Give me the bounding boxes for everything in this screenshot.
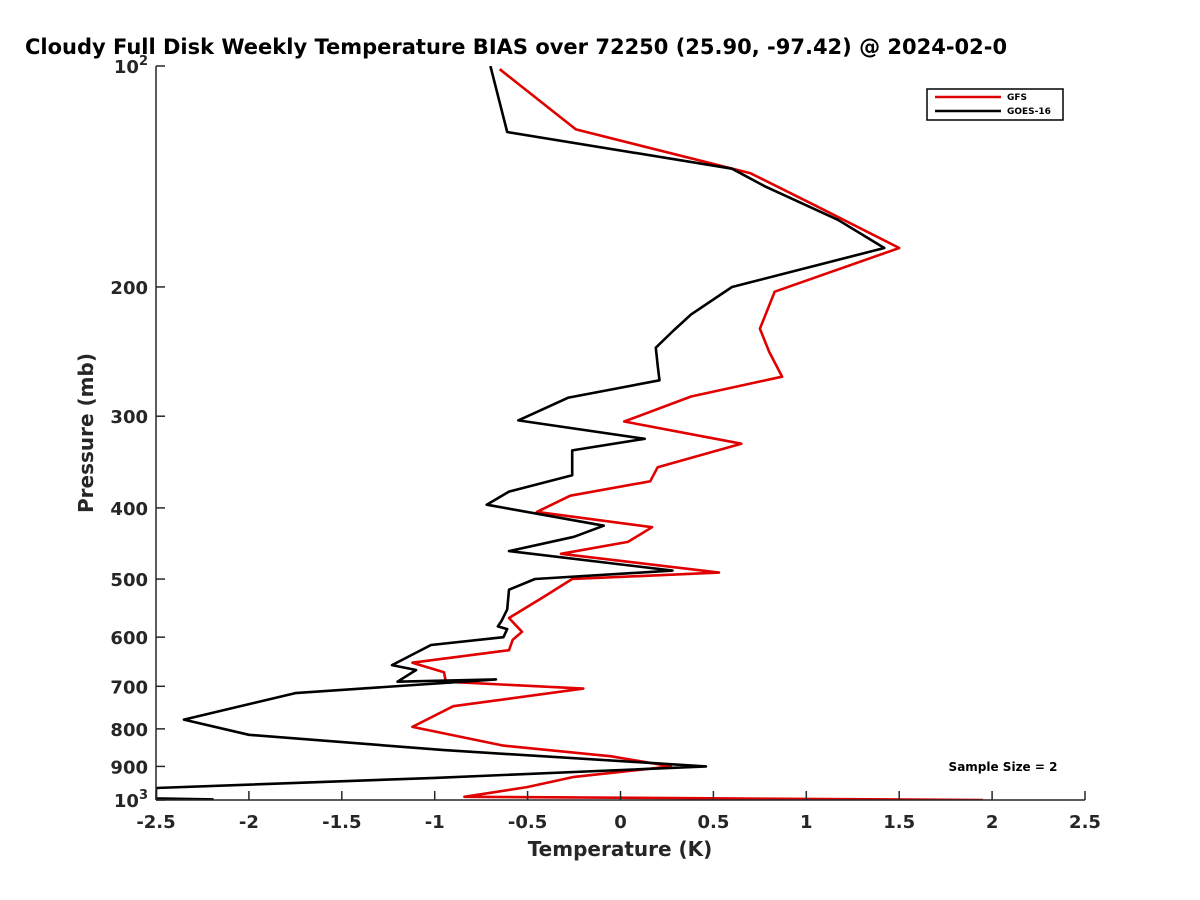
legend-label: GOES-16	[1007, 107, 1051, 117]
x-tick-label: 2	[986, 812, 999, 833]
y-tick-label: 400	[110, 499, 148, 520]
y-tick-label: 102	[114, 54, 148, 78]
y-tick-label: 800	[110, 720, 148, 741]
x-tick-label: 0	[614, 812, 627, 833]
plot-area	[156, 66, 983, 800]
chart-title: Cloudy Full Disk Weekly Temperature BIAS…	[25, 35, 1007, 59]
y-axis-label: Pressure (mb)	[74, 353, 98, 513]
x-tick-label: 0.5	[697, 812, 729, 833]
legend-label: GFS	[1007, 93, 1027, 103]
y-tick-label: 200	[110, 278, 148, 299]
x-tick-label: 2.5	[1069, 812, 1101, 833]
y-tick-label: 700	[110, 677, 148, 698]
x-tick-label: 1	[800, 812, 813, 833]
y-tick-label: 900	[110, 757, 148, 778]
series-line-goes-16	[156, 66, 886, 800]
y-tick-label: 103	[114, 788, 148, 812]
x-axis-label: Temperature (K)	[528, 837, 713, 861]
x-tick-label: 1.5	[883, 812, 915, 833]
x-tick-label: -0.5	[508, 812, 547, 833]
legend: GFS GOES-16	[926, 88, 1064, 121]
sample-size-annotation: Sample Size = 2	[949, 760, 1058, 774]
y-tick-label: 600	[110, 628, 148, 649]
axes: -2.5 -2 -1.5 -1 -0.5 0 0.5 1 1.5 2 2.5 102 200 300 400…	[110, 54, 1101, 833]
x-tick-label: -2.5	[136, 812, 175, 833]
y-tick-label: 300	[110, 407, 148, 428]
legend-box	[926, 88, 1064, 121]
y-tick-label: 500	[110, 570, 148, 591]
x-tick-label: -2	[239, 812, 259, 833]
x-tick-label: -1	[425, 812, 445, 833]
series-line-gfs	[411, 68, 983, 800]
x-tick-label: -1.5	[322, 812, 361, 833]
